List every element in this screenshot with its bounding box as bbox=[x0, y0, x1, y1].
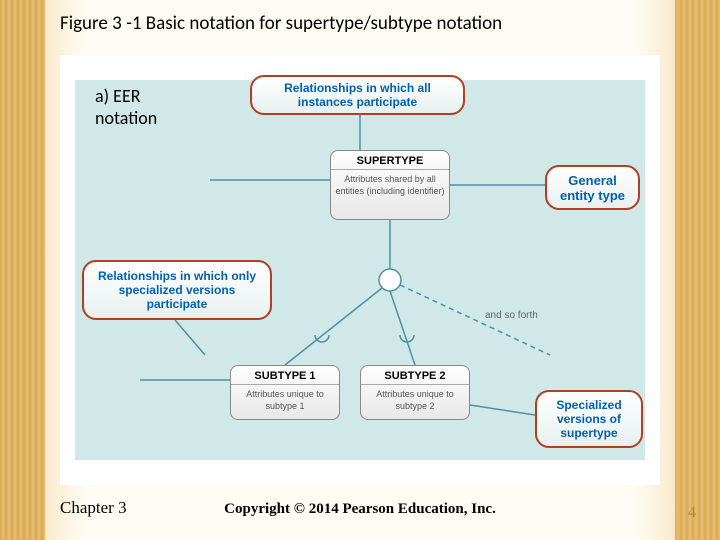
callout-right: General entity type bbox=[545, 165, 640, 210]
eer-label: a) EER notation bbox=[95, 85, 157, 129]
entity-subtype1: SUBTYPE 1 Attributes unique to subtype 1 bbox=[230, 365, 340, 420]
eer-label-line2: notation bbox=[95, 107, 157, 129]
entity-subtype2-body: Attributes unique to subtype 2 bbox=[361, 385, 469, 416]
entity-supertype: SUPERTYPE Attributes shared by all entit… bbox=[330, 150, 450, 220]
callout-bottom-right-text: Specialized versions of supertype bbox=[545, 398, 633, 440]
and-so-forth-text: and so forth bbox=[485, 310, 538, 321]
entity-subtype2: SUBTYPE 2 Attributes unique to subtype 2 bbox=[360, 365, 470, 420]
entity-subtype2-title: SUBTYPE 2 bbox=[361, 366, 469, 385]
figure-title: Figure 3 -1 Basic notation for supertype… bbox=[60, 12, 660, 35]
callout-left: Relationships in which only specialized … bbox=[82, 260, 272, 320]
eer-label-line1: a) EER bbox=[95, 85, 141, 107]
entity-subtype1-title: SUBTYPE 1 bbox=[231, 366, 339, 385]
entity-supertype-body: Attributes shared by all entities (inclu… bbox=[331, 170, 449, 201]
callout-top-text: Relationships in which all instances par… bbox=[260, 81, 455, 109]
entity-subtype1-body: Attributes unique to subtype 1 bbox=[231, 385, 339, 416]
diagram-container: a) EER notation Relationships in which a… bbox=[60, 55, 660, 485]
footer-page-number: 4 bbox=[688, 504, 696, 522]
callout-bottom-right: Specialized versions of supertype bbox=[535, 390, 643, 448]
callout-top: Relationships in which all instances par… bbox=[250, 75, 465, 115]
callout-right-text: General entity type bbox=[555, 173, 630, 203]
entity-supertype-title: SUPERTYPE bbox=[331, 151, 449, 170]
callout-left-text: Relationships in which only specialized … bbox=[92, 269, 262, 311]
footer-copyright: Copyright © 2014 Pearson Education, Inc. bbox=[0, 501, 720, 518]
